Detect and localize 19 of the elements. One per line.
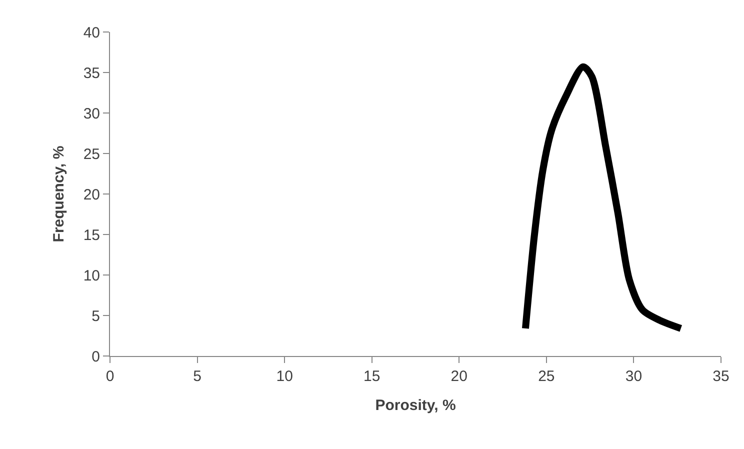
- y-axis-title: Frequency, %: [50, 146, 68, 242]
- y-tick-label: 40: [83, 24, 100, 42]
- x-axis-title: Porosity, %: [375, 397, 456, 414]
- x-tick-label: 20: [450, 368, 468, 385]
- x-tick-label: 10: [276, 368, 293, 385]
- y-tick-label: 35: [83, 64, 100, 82]
- x-tick-label: 5: [193, 368, 202, 385]
- y-tick-label: 30: [83, 105, 100, 122]
- y-tick-label: 5: [92, 308, 100, 325]
- x-tick-label: 25: [538, 368, 555, 385]
- y-tick-label: 20: [83, 186, 100, 204]
- y-tick-label: 10: [83, 267, 100, 284]
- x-tick-label: 0: [106, 368, 114, 385]
- x-tick-label: 15: [364, 368, 380, 385]
- y-tick-label: 25: [83, 146, 100, 163]
- x-tick-label: 35: [712, 368, 730, 385]
- x-tick-label: 30: [625, 368, 642, 385]
- y-tick-label: 15: [83, 226, 100, 244]
- y-tick-label: 0: [92, 348, 100, 366]
